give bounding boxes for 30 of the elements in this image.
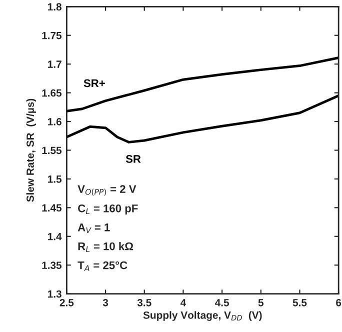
annotation: R$_{L}$ = 10 kΩ [78, 242, 134, 252]
x-axis-title: Supply Voltage, V$_{DD}$ (V) [143, 311, 262, 321]
y-axis-title: Slew Rate, SR (V/µs) [26, 98, 36, 202]
annotation: V$_{O(PP)}$ = 2 V [78, 185, 136, 196]
line-series [66, 94, 339, 144]
x-tick-label: 5 [258, 299, 264, 306]
series-label: SR+ [84, 79, 105, 88]
y-tick-label: 1.5 [48, 176, 62, 183]
x-tick-label: 4.5 [214, 299, 230, 306]
annotation: A$_{V}$ = 1 [78, 224, 110, 234]
y-tick-label: 1.4 [48, 232, 62, 240]
annotation: C$_{L}$ = 160 pF [78, 204, 138, 215]
series-label: SR [126, 155, 141, 163]
y-tick-label: 1.75 [42, 32, 62, 40]
y-tick-label: 1.3 [48, 290, 62, 298]
line-series [66, 56, 339, 112]
y-tick-label: 1.45 [42, 204, 62, 212]
y-tick-label: 1.8 [48, 3, 62, 11]
x-tick-label: 2.5 [60, 298, 74, 306]
x-tick-label: 4 [180, 299, 186, 306]
y-tick-label: 1.7 [48, 60, 62, 68]
annotation: T$_{A}$ = 25°C [78, 261, 128, 271]
y-tick-label: 1.35 [42, 262, 62, 269]
x-tick-label: 6 [336, 298, 342, 306]
x-tick-label: 3.5 [137, 298, 152, 306]
y-tick-label: 1.55 [42, 146, 62, 154]
x-tick-label: 5.5 [292, 299, 307, 306]
y-tick-label: 1.6 [48, 118, 62, 126]
y-tick-label: 1.65 [42, 89, 62, 97]
x-tick-label: 3 [102, 298, 108, 306]
